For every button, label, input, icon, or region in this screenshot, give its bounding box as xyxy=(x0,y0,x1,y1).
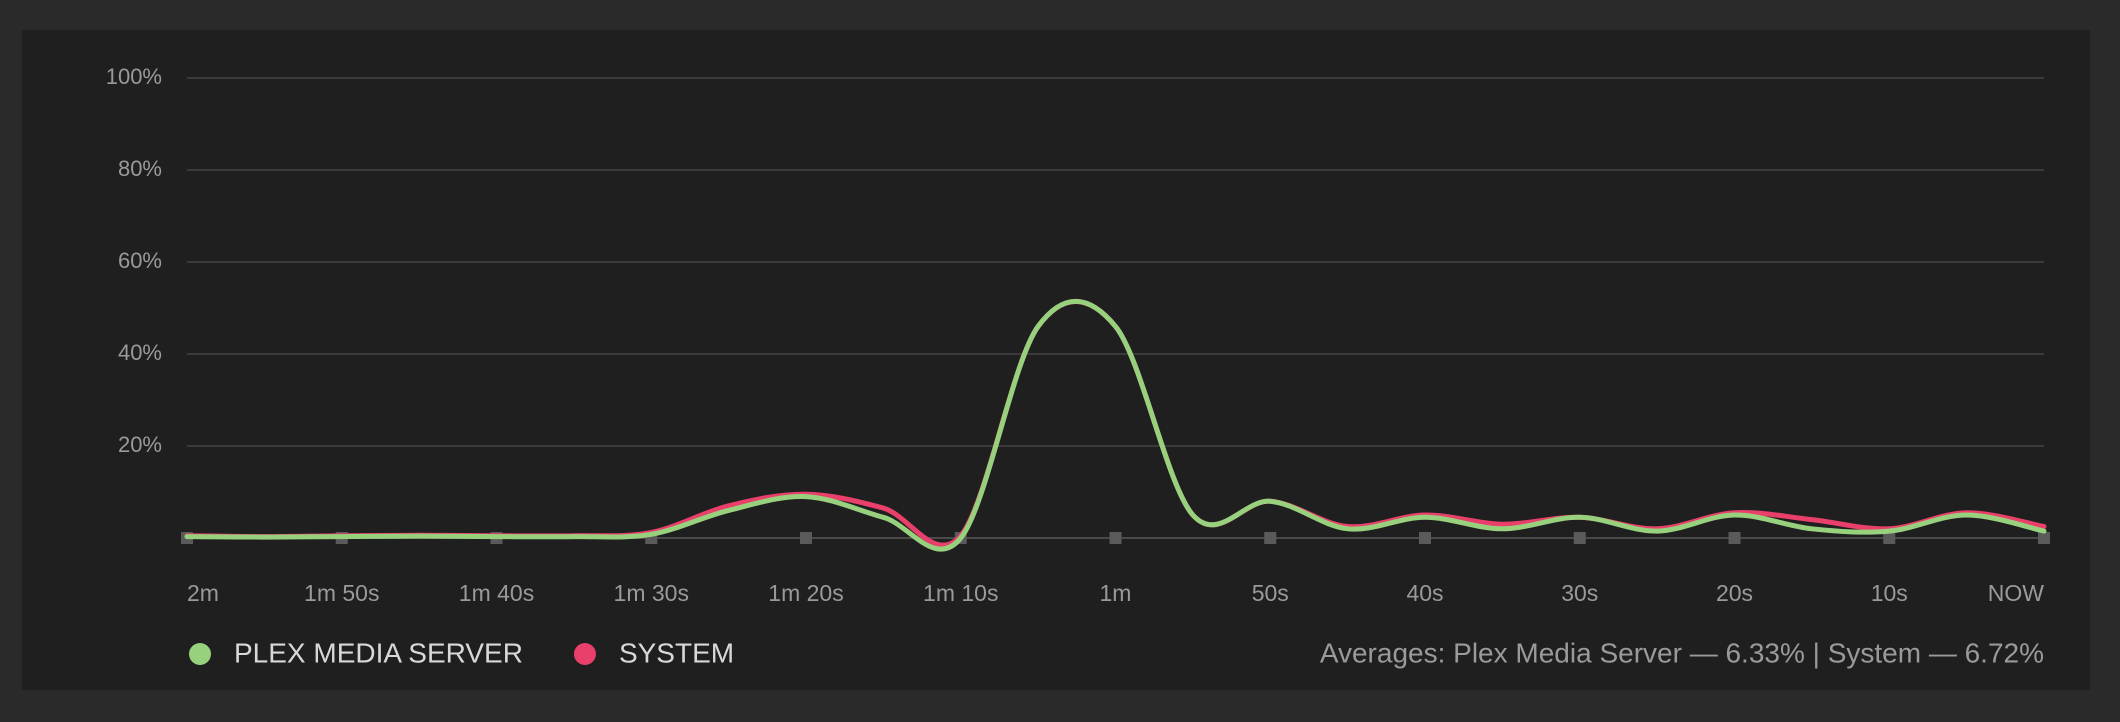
x-tick-mark xyxy=(800,532,812,544)
x-tick-label: 1m 30s xyxy=(614,580,689,606)
x-tick-label: 20s xyxy=(1716,580,1753,606)
y-tick-label: 60% xyxy=(118,248,162,273)
x-tick-label: 1m 10s xyxy=(923,580,998,606)
y-tick-label: 80% xyxy=(118,156,162,181)
y-tick-label: 100% xyxy=(106,64,162,89)
x-tick-mark xyxy=(1883,532,1896,544)
x-tick-label: NOW xyxy=(1988,580,2045,606)
x-tick-mark xyxy=(1264,532,1277,544)
x-tick-mark xyxy=(1109,532,1122,544)
x-tick-mark xyxy=(1573,532,1586,544)
legend-swatch xyxy=(189,643,211,665)
legend-label: SYSTEM xyxy=(619,637,734,668)
x-tick-mark xyxy=(1419,532,1431,544)
x-tick-label: 1m 50s xyxy=(304,580,379,606)
x-tick-label: 30s xyxy=(1561,580,1598,606)
legend-swatch xyxy=(573,643,596,665)
series-line xyxy=(184,298,2047,552)
panel xyxy=(22,30,2090,690)
averages: Averages: Plex Media Server — 6.33% | Sy… xyxy=(1320,637,2044,668)
x-tick-label: 10s xyxy=(1871,580,1908,606)
x-tick-mark xyxy=(2038,532,2050,544)
x-tick-mark xyxy=(1728,532,1741,544)
x-tick-label: 1m xyxy=(1100,580,1132,606)
x-tick-label: 1m 20s xyxy=(768,580,843,606)
x-tick-label: 2m xyxy=(187,580,219,606)
x-tick-label: 50s xyxy=(1252,580,1289,606)
y-tick-label: 40% xyxy=(118,340,162,365)
x-tick-label: 1m 40s xyxy=(459,580,534,606)
x-tick-label: 40s xyxy=(1406,580,1443,606)
y-tick-label: 20% xyxy=(118,432,162,457)
legend-label: PLEX MEDIA SERVER xyxy=(234,637,523,668)
